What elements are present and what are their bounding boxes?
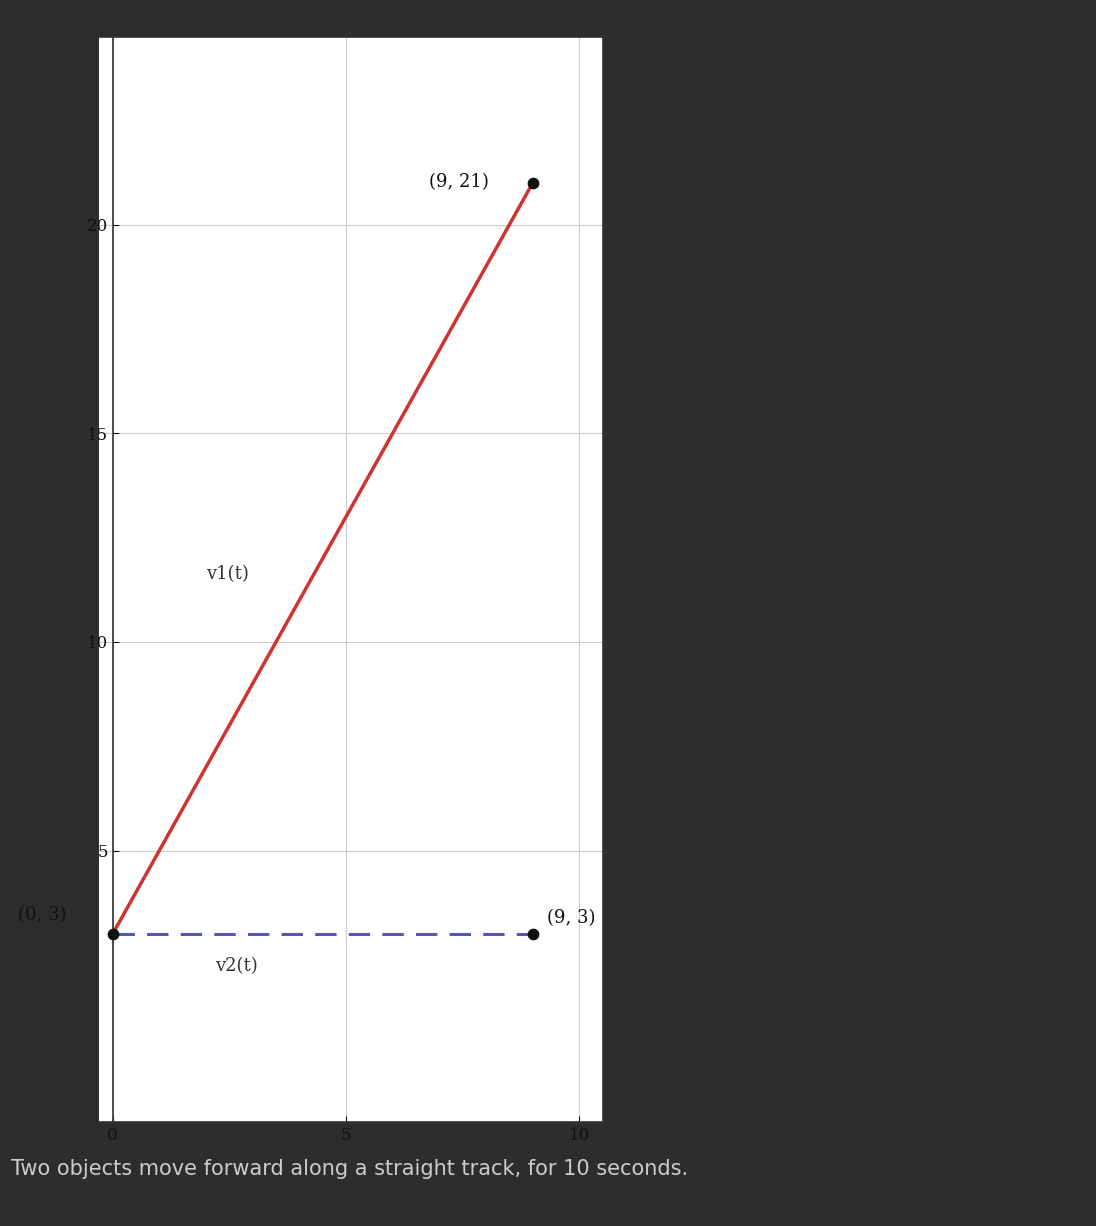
- Text: v1(t): v1(t): [206, 565, 249, 584]
- Point: [524, 173, 541, 192]
- Text: Two objects move forward along a straight track, for 10 seconds.: Two objects move forward along a straigh…: [11, 1159, 688, 1178]
- Text: (9, 21): (9, 21): [429, 173, 489, 191]
- Text: (9, 3): (9, 3): [547, 908, 595, 927]
- Point: [104, 924, 122, 944]
- Point: [524, 924, 541, 944]
- Text: (0, 3): (0, 3): [19, 906, 67, 924]
- Text: v2(t): v2(t): [215, 958, 258, 976]
